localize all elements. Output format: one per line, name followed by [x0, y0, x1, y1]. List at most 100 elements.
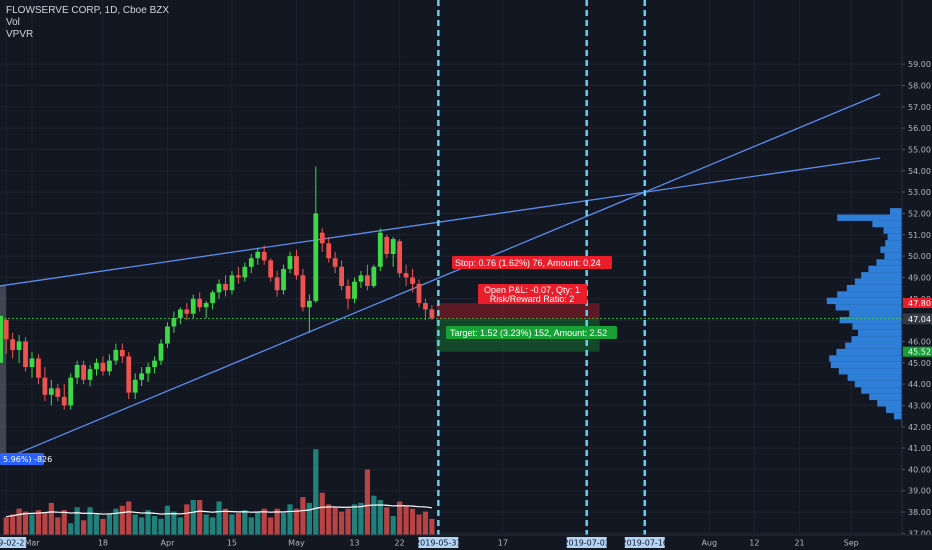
candle-body: [81, 364, 86, 380]
volume-bar: [390, 515, 396, 535]
candle-body: [132, 379, 138, 393]
volume-bar: [177, 517, 183, 535]
candle-body: [74, 364, 80, 378]
volume-bar: [158, 518, 164, 535]
price-tick-label: 56.00: [908, 124, 931, 133]
candle-body: [145, 367, 151, 374]
price-tick-label: 37.00: [908, 529, 931, 538]
volume-bar: [48, 502, 54, 535]
volume-bar: [10, 514, 16, 535]
volume-profile-bar: [884, 252, 902, 260]
target-label-box: [446, 326, 617, 339]
volume-bar: [242, 510, 248, 535]
candles: [3, 166, 435, 410]
time-badge-box: [0, 537, 27, 548]
volume-bar: [377, 500, 383, 535]
candle-body: [371, 266, 377, 286]
left-pnl-label: 5.96%) -826: [3, 455, 52, 464]
candle-body: [255, 251, 261, 259]
candle-body: [345, 285, 351, 299]
volume-bar: [203, 514, 209, 535]
volume-bar: [235, 513, 241, 535]
time-tick-label: May: [288, 539, 305, 548]
price-badge-box: [903, 298, 932, 309]
volume-bar: [171, 511, 177, 535]
volume-bar: [287, 504, 293, 535]
candle-body: [16, 341, 22, 350]
price-tick-label: 44.00: [908, 380, 931, 389]
volume-bar: [151, 515, 158, 535]
volume-bar: [197, 500, 203, 535]
symbol-title[interactable]: FLOWSERVE CORP, 1D, Cboe BZX: [6, 5, 170, 16]
volume-profile-bar: [838, 368, 902, 375]
time-tick-label: 18: [98, 539, 108, 548]
candle-body: [261, 251, 267, 261]
volume-profile-bar: [837, 291, 902, 298]
candle-body: [287, 256, 293, 269]
volume-bar: [42, 513, 48, 535]
open-pnl-label: Open P&L: -0.07, Qty: 1: [484, 285, 580, 295]
volume-bar: [326, 504, 332, 535]
candle-body: [410, 277, 415, 284]
candle-body: [61, 396, 67, 406]
time-tick-label: 17: [498, 539, 508, 548]
candle-body: [403, 273, 409, 278]
volume-bar: [210, 517, 216, 535]
volume-bar: [255, 511, 261, 535]
candle-body: [165, 326, 170, 344]
volume-profile-bar: [885, 240, 902, 247]
volume-profile-bar: [894, 412, 902, 420]
time-tick-label: Sep: [844, 539, 859, 548]
time-badge-box: [418, 537, 459, 548]
volume-profile-bar: [836, 348, 902, 356]
price-tick-label: 57.00: [908, 103, 931, 112]
vpvr-indicator-label[interactable]: VPVR: [6, 29, 34, 40]
volume-bar: [61, 510, 67, 535]
candle-body: [294, 256, 299, 276]
candle-body: [384, 236, 390, 254]
price-tick-label: 54.00: [908, 167, 931, 176]
volume-profile-bar: [880, 246, 902, 253]
volume-bar: [87, 507, 93, 535]
price-tick-label: 51.00: [908, 231, 931, 240]
volume-profile-bar: [826, 297, 902, 305]
volume-indicator-label[interactable]: Vol: [6, 17, 20, 28]
volume-bar: [126, 501, 132, 535]
volume-bar: [222, 508, 229, 535]
candle-body: [107, 360, 112, 372]
candle-body: [397, 241, 403, 274]
price-tick-label: 39.00: [908, 487, 931, 496]
candle-body: [190, 298, 196, 314]
time-tick-label: 21: [794, 539, 804, 548]
time-badge-label: 2019-07-16: [622, 539, 669, 548]
candle-body: [158, 343, 164, 361]
candle-body: [184, 309, 190, 314]
stop-label-box: [452, 256, 612, 269]
candle-body: [210, 292, 215, 304]
time-axis: [0, 535, 932, 550]
volume-profile-bar: [847, 374, 902, 381]
price-badge-label: 45.52: [908, 348, 931, 357]
volume-profile: [826, 208, 902, 426]
volume-bar: [416, 514, 422, 535]
volume-profile-bar: [886, 406, 902, 413]
candle-body: [113, 349, 119, 361]
chart-legend: FLOWSERVE CORP, 1D, Cboe BZX Vol VPVR: [6, 5, 169, 41]
volume-profile-bar: [854, 278, 902, 285]
price-tick-label: 50.00: [908, 252, 931, 261]
price-tick-label: 41.00: [908, 444, 931, 453]
volume-bar: [145, 510, 151, 535]
plot-area: Stop: 0.76 (1.62%) 76, Amount: 0.24 Open …: [0, 0, 902, 535]
volume-profile-bar: [829, 355, 902, 362]
volume-bar: [35, 510, 42, 535]
volume-profile-bar: [869, 393, 902, 401]
volume-profile-bar: [846, 284, 902, 292]
volume-profile-bar: [861, 272, 902, 279]
candle-body: [55, 388, 61, 397]
volume-profile-bar: [890, 208, 902, 215]
price-tick-label: 45.00: [908, 359, 931, 368]
volume-bar: [190, 500, 196, 535]
volume-bar: [300, 497, 306, 535]
